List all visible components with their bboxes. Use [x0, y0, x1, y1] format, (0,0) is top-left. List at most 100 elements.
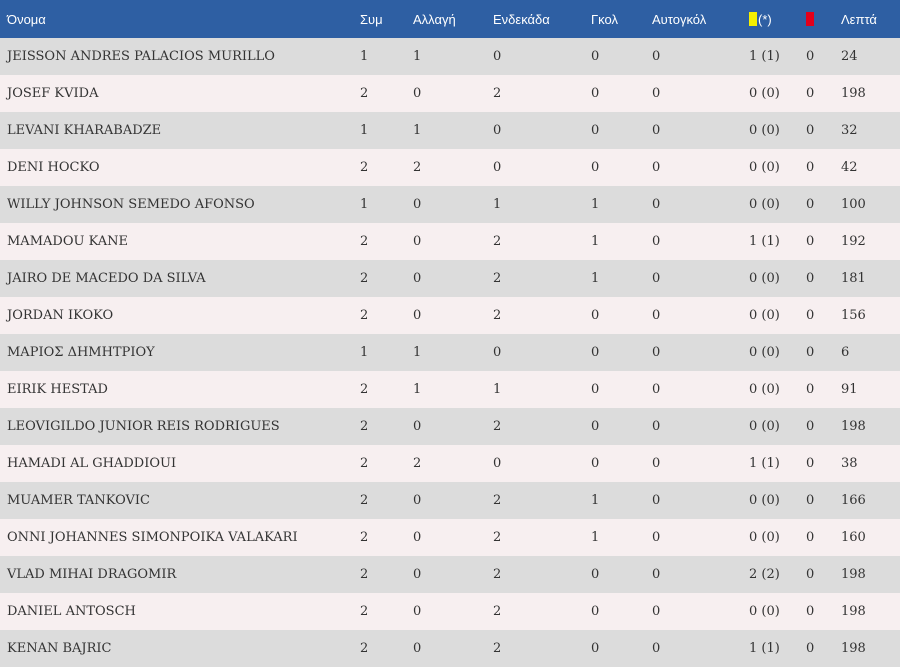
player-name[interactable]: MUAMER TANKOVIC — [7, 493, 150, 508]
player-name[interactable]: DENI HOCKO — [7, 160, 100, 175]
player-name[interactable]: JOSEF KVIDA — [7, 86, 99, 101]
minutes-cell: 192 — [841, 234, 866, 249]
starts-cell: 1 — [493, 197, 502, 212]
red-cards-cell: 0 — [806, 493, 815, 508]
player-name[interactable]: KENAN BAJRIC — [7, 641, 112, 656]
apps-cell: 2 — [360, 86, 369, 101]
subs-cell: 0 — [413, 567, 422, 582]
yellow-cards-cell: 0 (0) — [749, 86, 780, 101]
column-header-yellow-cards[interactable]: (*) — [742, 0, 799, 38]
minutes-cell: 198 — [841, 86, 866, 101]
yellow-cards-cell: 0 (0) — [749, 345, 780, 360]
apps-cell: 2 — [360, 530, 369, 545]
red-cards-cell: 0 — [806, 160, 815, 175]
red-cards-cell: 0 — [806, 86, 815, 101]
own-goals-cell: 0 — [652, 308, 661, 323]
goals-cell: 0 — [591, 345, 600, 360]
apps-cell: 2 — [360, 604, 369, 619]
starts-cell: 2 — [493, 86, 502, 101]
table-row: KENAN BAJRIC 2 0 2 0 0 1 (1) 0 198 — [0, 630, 900, 667]
table-row: JORDAN IKOKO 2 0 2 0 0 0 (0) 0 156 — [0, 297, 900, 334]
player-name[interactable]: ΜΑΡΙΟΣ ΔΗΜΗΤΡΙΟΥ — [7, 345, 155, 360]
player-name[interactable]: HAMADI AL GHADDIOUI — [7, 456, 177, 471]
player-name[interactable]: JEISSON ANDRES PALACIOS MURILLO — [7, 49, 275, 64]
minutes-cell: 91 — [841, 382, 858, 397]
column-header-goals[interactable]: Γκολ — [591, 11, 618, 27]
own-goals-cell: 0 — [652, 234, 661, 249]
own-goals-cell: 0 — [652, 197, 661, 212]
apps-cell: 1 — [360, 49, 369, 64]
player-name[interactable]: LEOVIGILDO JUNIOR REIS RODRIGUES — [7, 419, 280, 434]
table-row: VLAD MIHAI DRAGOMIR 2 0 2 0 0 2 (2) 0 198 — [0, 556, 900, 593]
goals-cell: 0 — [591, 641, 600, 656]
subs-cell: 1 — [413, 123, 422, 138]
red-cards-cell: 0 — [806, 308, 815, 323]
player-name[interactable]: EIRIK HESTAD — [7, 382, 108, 397]
column-header-starts[interactable]: Ενδεκάδα — [493, 11, 550, 27]
table-row: DENI HOCKO 2 2 0 0 0 0 (0) 0 42 — [0, 149, 900, 186]
starts-cell: 2 — [493, 604, 502, 619]
subs-cell: 0 — [413, 234, 422, 249]
own-goals-cell: 0 — [652, 641, 661, 656]
yellow-cards-cell: 0 (0) — [749, 382, 780, 397]
apps-cell: 2 — [360, 419, 369, 434]
column-header-own-goals[interactable]: Αυτογκόλ — [652, 11, 707, 27]
table-row: MAMADOU KANE 2 0 2 1 0 1 (1) 0 192 — [0, 223, 900, 260]
goals-cell: 0 — [591, 419, 600, 434]
goals-cell: 0 — [591, 604, 600, 619]
column-header-apps[interactable]: Συμ — [360, 11, 383, 27]
yellow-cards-cell: 0 (0) — [749, 271, 780, 286]
subs-cell: 0 — [413, 271, 422, 286]
own-goals-cell: 0 — [652, 456, 661, 471]
player-name[interactable]: MAMADOU KANE — [7, 234, 129, 249]
starts-cell: 2 — [493, 641, 502, 656]
own-goals-cell: 0 — [652, 160, 661, 175]
column-header-red-cards[interactable] — [799, 0, 834, 38]
player-name[interactable]: ONNI JOHANNES SIMONPOIKA VALAKARI — [7, 530, 298, 545]
player-name[interactable]: LEVANI KHARABADZE — [7, 123, 162, 138]
player-name[interactable]: VLAD MIHAI DRAGOMIR — [7, 567, 177, 582]
column-header-subs[interactable]: Αλλαγή — [413, 11, 456, 27]
starts-cell: 2 — [493, 567, 502, 582]
subs-cell: 1 — [413, 345, 422, 360]
minutes-cell: 198 — [841, 604, 866, 619]
apps-cell: 2 — [360, 234, 369, 249]
subs-cell: 2 — [413, 456, 422, 471]
subs-cell: 0 — [413, 493, 422, 508]
starts-cell: 2 — [493, 493, 502, 508]
yellow-card-icon — [749, 11, 757, 26]
own-goals-cell: 0 — [652, 271, 661, 286]
minutes-cell: 32 — [841, 123, 858, 138]
goals-cell: 1 — [591, 493, 600, 508]
own-goals-cell: 0 — [652, 382, 661, 397]
apps-cell: 2 — [360, 308, 369, 323]
column-header-name[interactable]: Όνομα — [7, 11, 46, 27]
apps-cell: 2 — [360, 641, 369, 656]
red-cards-cell: 0 — [806, 456, 815, 471]
minutes-cell: 38 — [841, 456, 858, 471]
starts-cell: 0 — [493, 345, 502, 360]
player-name[interactable]: WILLY JOHNSON SEMEDO AFONSO — [7, 197, 255, 212]
starts-cell: 2 — [493, 271, 502, 286]
column-header-minutes[interactable]: Λεπτά — [841, 11, 877, 27]
own-goals-cell: 0 — [652, 123, 661, 138]
player-name[interactable]: JAIRO DE MACEDO DA SILVA — [7, 271, 206, 286]
goals-cell: 0 — [591, 49, 600, 64]
table-row: ONNI JOHANNES SIMONPOIKA VALAKARI 2 0 2 1 0 0 … — [0, 519, 900, 556]
player-name[interactable]: JORDAN IKOKO — [7, 308, 114, 323]
table-row: LEVANI KHARABADZE 1 1 0 0 0 0 (0) 0 32 — [0, 112, 900, 149]
apps-cell: 2 — [360, 271, 369, 286]
red-cards-cell: 0 — [806, 382, 815, 397]
table-row: ΜΑΡΙΟΣ ΔΗΜΗΤΡΙΟΥ 1 1 0 0 0 0 (0) 0 6 — [0, 334, 900, 371]
apps-cell: 2 — [360, 160, 369, 175]
apps-cell: 1 — [360, 123, 369, 138]
own-goals-cell: 0 — [652, 493, 661, 508]
goals-cell: 0 — [591, 308, 600, 323]
subs-cell: 0 — [413, 530, 422, 545]
subs-cell: 0 — [413, 419, 422, 434]
red-cards-cell: 0 — [806, 49, 815, 64]
red-cards-cell: 0 — [806, 271, 815, 286]
player-name[interactable]: DANIEL ANTOSCH — [7, 604, 136, 619]
starts-cell: 2 — [493, 530, 502, 545]
